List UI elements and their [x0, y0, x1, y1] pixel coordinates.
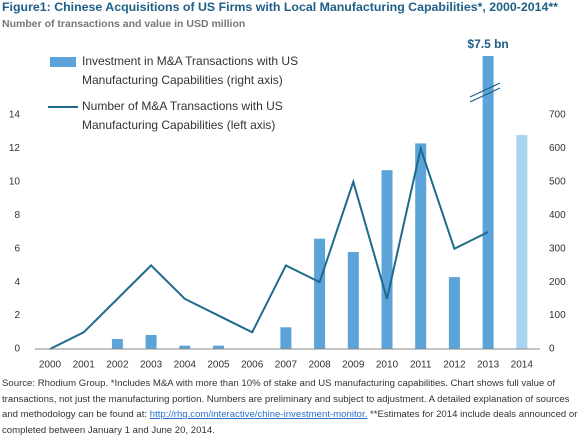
bar: [516, 135, 528, 349]
axis-break: [469, 82, 501, 98]
bar: [213, 345, 224, 349]
y2-tick-label: 500: [549, 176, 566, 187]
y2-tick-label: 300: [549, 243, 566, 254]
x-tick-label: 2001: [73, 360, 96, 371]
y-tick-label: 10: [9, 176, 21, 187]
y-tick-label: 8: [14, 210, 20, 221]
bar-group: [111, 56, 528, 349]
x-tick-label: 2000: [39, 360, 62, 371]
x-tick-label: 2006: [241, 360, 264, 371]
bar: [347, 252, 359, 349]
y2-tick-label: 700: [549, 110, 566, 121]
source-note: Source: Rhodium Group. *Includes M&A wit…: [2, 376, 580, 438]
x-tick-label: 2007: [275, 360, 298, 371]
bar: [415, 143, 427, 349]
chart-title: Figure1: Chinese Acquisitions of US Firm…: [2, 0, 558, 14]
data-label: $7.5 bn: [467, 37, 508, 51]
y2-tick-label: 100: [549, 310, 566, 321]
y2-tick-label: 200: [549, 277, 566, 288]
bar: [448, 277, 460, 349]
x-tick-label: 2014: [511, 360, 534, 371]
y-tick-label: 6: [14, 243, 20, 254]
x-tick-label: 2013: [477, 360, 500, 371]
bar: [145, 334, 157, 349]
bar: [314, 238, 326, 349]
bar: [381, 170, 393, 349]
source-text: Source: Rhodium Group. *Includes M&A wit…: [2, 378, 570, 420]
chart-subtitle: Number of transactions and value in USD …: [2, 18, 245, 30]
line: [49, 144, 489, 350]
x-tick-label: 2009: [342, 360, 365, 371]
bar: [280, 327, 292, 349]
x-tick-label: 2003: [140, 360, 163, 371]
y-tick-label: 14: [9, 110, 21, 121]
x-tick-label: 2012: [443, 360, 466, 371]
x-tick-label: 2002: [106, 360, 129, 371]
y-tick-label: 4: [14, 277, 20, 288]
y2-tick-label: 600: [549, 143, 566, 154]
x-tick-label: 2010: [376, 360, 399, 371]
y-tick-label: 0: [14, 344, 20, 355]
source-footnote: **Estimates for 2014 include deals annou…: [2, 409, 578, 436]
axis-break: [469, 87, 501, 103]
bar: [111, 338, 123, 349]
bar: [482, 56, 494, 349]
source-link[interactable]: http://rhg.com/interactive/chine-investm…: [149, 409, 368, 420]
x-tick-label: 2011: [410, 360, 432, 371]
legend-label: Number of M&A Transactions with US Manuf…: [82, 99, 283, 132]
legend-swatch: [50, 57, 76, 67]
y2-tick-label: 0: [549, 344, 555, 355]
y2-tick-label: 400: [549, 210, 566, 221]
y-tick-label: 2: [14, 310, 20, 321]
y-tick-label: 12: [9, 143, 21, 154]
legend-label: Investment in M&A Transactions with US M…: [82, 54, 299, 87]
x-tick-label: 2004: [174, 360, 197, 371]
plot: 0 2 4 6 8 10 12 14 0 100 200 300 400 500 600 700 2000 200…: [9, 37, 566, 371]
x-tick-label: 2005: [207, 360, 230, 371]
bar: [179, 345, 191, 349]
x-tick-label: 2008: [308, 360, 331, 371]
